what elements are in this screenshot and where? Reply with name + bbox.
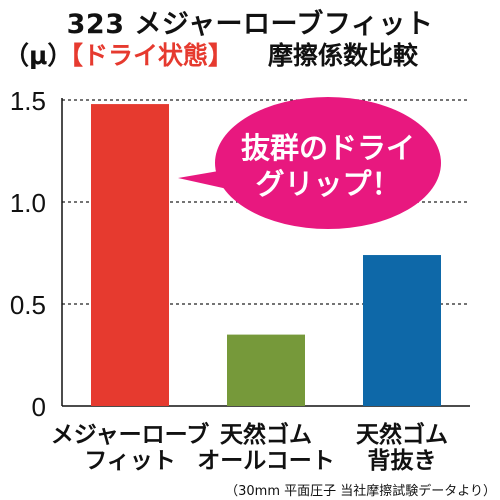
unit-label: （μ） (4, 41, 73, 70)
chart-subtitle: （μ） 【ドライ状態】 摩擦係数比較 (0, 36, 500, 70)
y-tick-label: 1.0 (10, 188, 46, 218)
y-tick-label: 1.5 (10, 86, 46, 116)
x-tick-label: メジャーローブ (51, 421, 209, 448)
callout-line1: 抜群のドライ (241, 131, 415, 165)
x-tick-label: オールコート (197, 448, 335, 474)
footnote: （30mm 平面圧子 当社摩擦試験データより） (225, 484, 496, 499)
condition-label: 【ドライ状態】 (58, 41, 234, 70)
y-tick-label: 0.5 (10, 290, 46, 320)
callout-line2: グリップ！ (255, 167, 400, 201)
x-tick-label: フィット (84, 448, 176, 474)
x-tick-label: 天然ゴム (220, 421, 312, 448)
bar (363, 255, 441, 406)
x-tick-label: 背抜き (368, 447, 437, 474)
callout-bubble (215, 97, 441, 229)
bar (227, 334, 305, 406)
comparison-label: 摩擦係数比較 (268, 41, 419, 70)
bar (91, 104, 169, 406)
x-tick-label: 天然ゴム (356, 421, 448, 448)
y-tick-label: 0 (32, 392, 46, 422)
